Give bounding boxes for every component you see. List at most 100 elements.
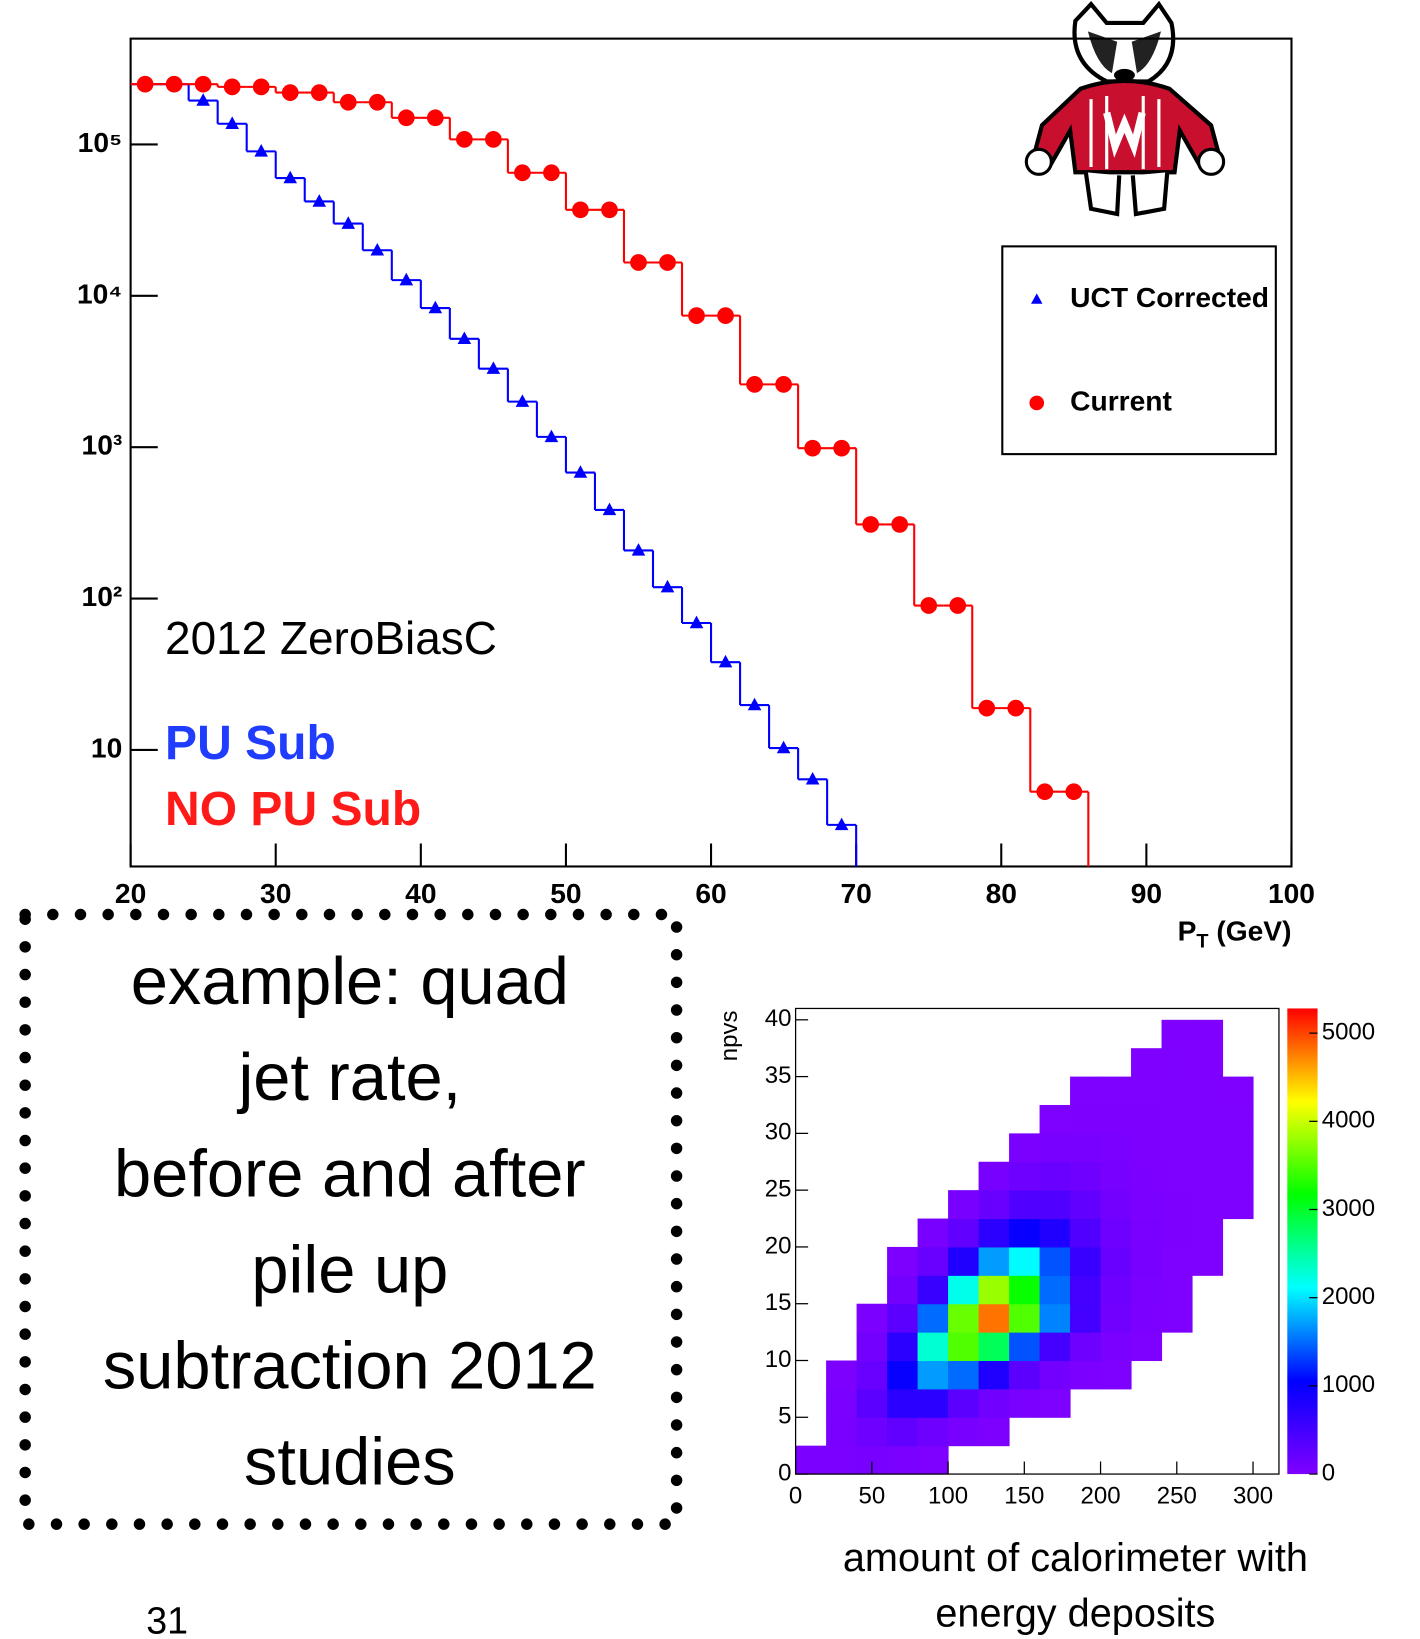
heatmap-cell — [948, 1218, 980, 1248]
marker — [834, 817, 849, 831]
legend-marker — [1029, 395, 1045, 411]
heatmap-cell — [1192, 1133, 1224, 1163]
heatmap-cell — [1009, 1161, 1041, 1191]
heatmap-cell — [1161, 1190, 1193, 1220]
marker — [515, 394, 530, 407]
heatmap-cell — [978, 1332, 1010, 1362]
marker — [1065, 783, 1083, 801]
marker — [717, 307, 734, 324]
heatmap-cell — [978, 1218, 1010, 1248]
heatmap-cell — [917, 1303, 949, 1333]
heatmap-cell — [1009, 1275, 1041, 1305]
x-tick-label: 20 — [115, 877, 146, 909]
heatmap-cell — [917, 1218, 949, 1248]
y-tick-label: 35 — [765, 1062, 792, 1089]
heatmap-cell — [1161, 1303, 1193, 1333]
x-tick-label: 50 — [550, 877, 581, 909]
heatmap-cell — [978, 1303, 1010, 1333]
heatmap-cell — [887, 1303, 919, 1333]
heatmap-cell — [1100, 1332, 1132, 1362]
heatmap-cell — [887, 1360, 919, 1390]
heatmap-cell — [856, 1332, 888, 1362]
marker — [194, 75, 212, 93]
marker — [602, 502, 617, 516]
heatmap-cell — [856, 1417, 888, 1447]
heatmap-cell — [887, 1332, 919, 1362]
x-axis-label: amount of calorimeter with — [843, 1536, 1308, 1580]
heatmap-cell — [887, 1246, 919, 1276]
color-bar — [1287, 1008, 1318, 1475]
color-bar-label: 5000 — [1322, 1018, 1375, 1045]
heatmap-cell — [1222, 1104, 1254, 1134]
y-tick-label: 20 — [765, 1232, 792, 1259]
y-tick-label: 10⁴ — [77, 277, 122, 309]
heatmap-cell — [1161, 1104, 1193, 1134]
color-bar-label: 1000 — [1322, 1371, 1375, 1398]
marker — [978, 699, 996, 717]
heatmap-cell — [1070, 1076, 1102, 1106]
heatmap-cell — [1039, 1360, 1071, 1390]
heatmap-cell — [1192, 1104, 1224, 1134]
marker — [804, 439, 821, 457]
heatmap-cell — [948, 1332, 980, 1362]
marker — [572, 201, 589, 219]
marker — [1036, 783, 1054, 801]
heatmap-cell — [1009, 1332, 1041, 1362]
plot-frame — [794, 1007, 1280, 1475]
heatmap-cell — [1100, 1246, 1132, 1276]
y-tick-label: 15 — [765, 1289, 792, 1316]
heatmap-cell — [948, 1360, 980, 1390]
heatmap-cell — [887, 1275, 919, 1305]
note-border — [19, 908, 683, 1530]
heatmap-cell — [1161, 1275, 1193, 1305]
y-tick-label: 30 — [765, 1119, 792, 1146]
y-tick-label: 40 — [765, 1005, 792, 1032]
marker — [485, 131, 502, 148]
heatmap-cell — [1131, 1275, 1163, 1305]
marker — [196, 93, 210, 106]
heatmap-cell — [826, 1360, 858, 1390]
heatmap-cell — [1131, 1133, 1163, 1163]
note-line: studies — [244, 1425, 456, 1499]
marker — [891, 516, 909, 533]
marker — [746, 376, 763, 393]
marker — [370, 242, 385, 256]
heatmap-cell — [1161, 1019, 1193, 1049]
heatmap-cell — [1192, 1218, 1224, 1248]
heatmap-cell — [856, 1303, 888, 1333]
x-tick-label: 200 — [1081, 1482, 1121, 1509]
marker — [805, 772, 820, 785]
heatmap-cell — [1100, 1303, 1132, 1333]
heatmap-cell — [1161, 1246, 1193, 1276]
annotation: NO PU Sub — [165, 783, 421, 836]
heatmap-cell — [1161, 1076, 1193, 1106]
marker — [399, 272, 414, 286]
heatmap-cell — [1192, 1161, 1224, 1191]
heatmap-cell — [1131, 1218, 1163, 1248]
marker — [341, 216, 356, 229]
heatmap-cell — [1100, 1076, 1132, 1106]
heatmap-cell — [948, 1303, 980, 1333]
marker — [747, 697, 762, 711]
marker — [165, 75, 183, 93]
heatmap-cell — [1100, 1190, 1132, 1220]
note-line: jet rate, — [236, 1041, 461, 1115]
marker — [544, 429, 559, 443]
heatmap-cell — [1100, 1104, 1132, 1134]
marker — [457, 331, 472, 345]
heatmap-cell — [1039, 1133, 1071, 1163]
heatmap-cell — [1161, 1218, 1193, 1248]
heatmap-cell — [1039, 1332, 1071, 1362]
heatmap-cell — [887, 1417, 919, 1447]
heatmap-cell — [1131, 1076, 1163, 1106]
y-tick-label: 25 — [765, 1175, 792, 1202]
x-tick-label: 60 — [695, 877, 726, 909]
heatmap-cell — [1131, 1161, 1163, 1191]
color-bar-label: 4000 — [1322, 1107, 1375, 1134]
legend — [1001, 245, 1277, 456]
heatmap-cell — [1131, 1104, 1163, 1134]
note-line: pile up — [251, 1233, 448, 1307]
marker — [312, 194, 327, 207]
heatmap-cell — [917, 1417, 949, 1447]
